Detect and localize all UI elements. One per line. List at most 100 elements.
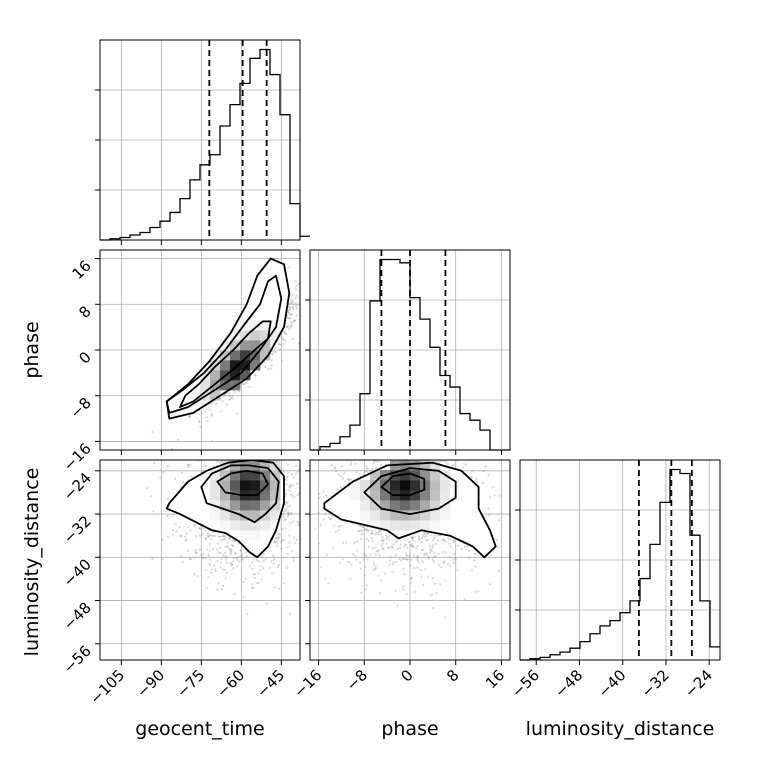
pair-phase-luminosity-distance-point [318,542,321,545]
pair-geocent-time-luminosity-distance-point [219,451,221,453]
pair-geocent-time-luminosity-distance-point [286,552,289,556]
pair-phase-luminosity-distance-contour-2 [323,461,497,559]
pair-phase-luminosity-distance-point [394,452,396,454]
ytick-label-luminosity-distance-0: −56 [60,642,95,677]
pair-geocent-time-luminosity-distance-point [179,554,183,558]
pair-phase-luminosity-distance-point [462,453,464,455]
pair-phase-luminosity-distance-point [420,537,424,540]
pair-geocent-time-luminosity-distance-point [212,451,214,453]
pair-phase-luminosity-distance-point [399,456,401,458]
pair-phase-luminosity-distance-point [402,558,405,561]
xtick-label-luminosity-distance-0: −56 [508,666,543,701]
pair-phase-luminosity-distance-point [369,553,372,557]
pair-geocent-time-phase-point [270,352,273,355]
pair-phase-luminosity-distance-point [498,494,501,497]
pair-geocent-time-luminosity-distance-point [187,549,190,552]
pair-geocent-time-luminosity-distance-point [291,520,295,523]
pair-phase-luminosity-distance-point [411,539,414,542]
pair-phase-luminosity-distance-point [411,536,414,540]
pair-phase-luminosity-distance-point [432,560,435,563]
pair-phase-luminosity-distance-point [337,473,340,476]
pair-geocent-time-luminosity-distance-point [207,535,210,538]
xlabel-luminosity-distance: luminosity_distance [526,718,715,740]
pair-geocent-time-luminosity-distance-density-cell [210,470,221,481]
pair-phase-luminosity-distance-point [314,528,317,531]
pair-phase-luminosity-distance-point [449,565,452,568]
pair-phase-luminosity-distance-density-cell [370,510,381,521]
pair-geocent-time-luminosity-distance-point [184,536,187,539]
pair-geocent-time-luminosity-distance-point [287,485,290,488]
pair-geocent-time-luminosity-distance-point [244,556,247,559]
pair-phase-luminosity-distance-point [434,555,437,558]
pair-geocent-time-luminosity-distance-point [232,560,235,563]
pair-geocent-time-phase-point [245,382,248,385]
pair-geocent-time-luminosity-distance-point [199,527,202,530]
pair-geocent-time-phase-point [293,319,296,322]
pair-phase-luminosity-distance-point [444,579,447,582]
pair-phase-luminosity-distance-point [404,453,406,455]
pair-phase-luminosity-distance-point [325,553,328,557]
pair-geocent-time-luminosity-distance-point [213,564,216,567]
pair-geocent-time-phase-point [278,342,281,346]
pair-phase-luminosity-distance-density-cell [390,520,401,531]
pair-geocent-time-luminosity-distance-point [302,486,304,488]
pair-phase-luminosity-distance-point [432,539,435,542]
pair-geocent-time-luminosity-distance-point [224,545,227,548]
pair-geocent-time-luminosity-distance-point [283,510,286,513]
pair-phase-luminosity-distance-point [373,561,376,564]
pair-geocent-time-luminosity-distance-point [290,472,294,476]
pair-geocent-time-luminosity-distance-point [274,540,277,543]
pair-geocent-time-luminosity-distance-point [225,558,228,561]
pair-geocent-time-luminosity-distance-point [286,515,289,518]
pair-phase-luminosity-distance-point [431,576,435,580]
pair-geocent-time-luminosity-distance-point [291,484,294,487]
pair-phase-luminosity-distance-point [319,566,322,569]
pair-phase-luminosity-distance-point [442,453,444,455]
pair-geocent-time-luminosity-distance-point [208,534,211,538]
pair-geocent-time-luminosity-distance-point [248,451,250,453]
pair-phase-luminosity-distance-point [421,549,424,552]
pair-geocent-time-luminosity-distance-point [242,581,245,584]
pair-geocent-time-phase-point [222,396,225,399]
pair-geocent-time-luminosity-distance-point [205,537,208,541]
pair-geocent-time-luminosity-distance-point [282,515,285,519]
pair-phase-luminosity-distance-point [371,547,374,550]
pair-geocent-time-luminosity-distance-point [216,461,219,464]
pair-phase-luminosity-distance-point [417,537,421,541]
pair-phase-luminosity-distance-point [398,455,400,457]
pair-phase-luminosity-distance-point [406,554,409,557]
pair-geocent-time-phase-density-cell [260,340,271,351]
pair-phase-luminosity-distance-point [434,457,436,459]
pair-phase-luminosity-distance-point [345,453,347,455]
pair-geocent-time-luminosity-distance-point [219,566,222,569]
pair-phase-luminosity-distance-point [324,512,327,515]
pair-geocent-time-luminosity-distance-point [262,567,265,570]
pair-phase-luminosity-distance-point [427,456,429,458]
pair-geocent-time-phase-point [243,382,246,386]
pair-phase-luminosity-distance-point [347,478,350,481]
pair-phase-luminosity-distance-point [337,528,340,531]
pair-phase-luminosity-distance-point [513,491,515,493]
pair-geocent-time-phase-density-cell [210,390,221,401]
pair-phase-luminosity-distance-point [454,558,457,561]
pair-geocent-time-phase-density-cell [240,320,251,331]
pair-phase-luminosity-distance-density-cell [410,520,421,531]
pair-phase-luminosity-distance-point [447,537,450,540]
pair-phase-luminosity-distance-point [460,547,463,551]
pair-phase-luminosity-distance-point [448,556,451,559]
pair-geocent-time-luminosity-distance-point [216,542,220,545]
pair-geocent-time-luminosity-distance-point [204,556,208,560]
pair-geocent-time-luminosity-distance-density-cell [260,490,271,501]
pair-phase-luminosity-distance-point [427,575,430,578]
pair-geocent-time-luminosity-distance-point [255,581,258,585]
pair-geocent-time-luminosity-distance-point [208,564,212,567]
pair-geocent-time-luminosity-distance-density [210,460,281,541]
pair-geocent-time-luminosity-distance-point [289,485,292,488]
pair-phase-luminosity-distance-density-cell [370,470,381,481]
pair-phase-luminosity-distance-point [437,564,441,567]
pair-phase-luminosity-distance-point [423,554,426,557]
pair-geocent-time-luminosity-distance-density-cell [250,520,261,531]
pair-geocent-time-luminosity-distance-point [286,505,289,508]
pair-phase-luminosity-distance-point [413,566,416,570]
xtick-label-phase-2: 0 [397,666,416,685]
